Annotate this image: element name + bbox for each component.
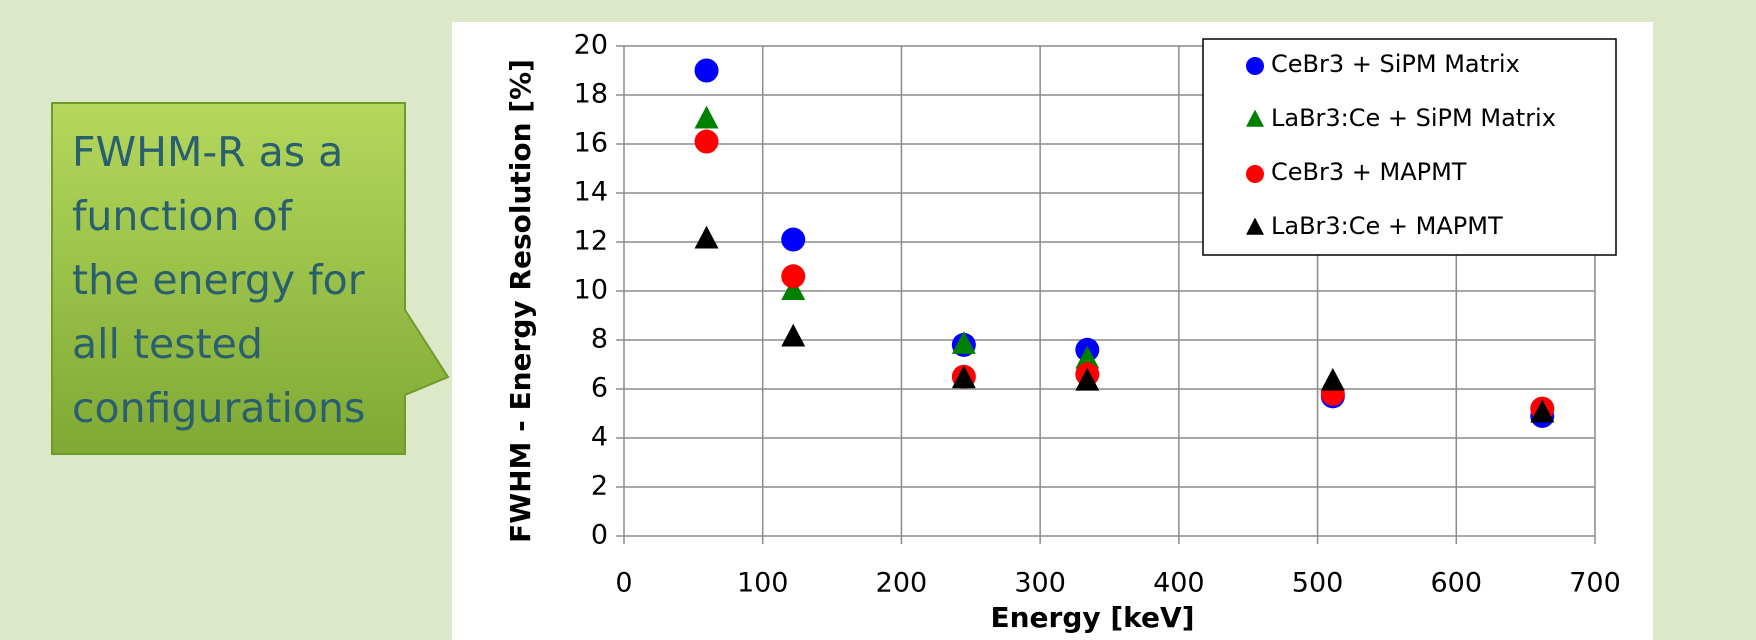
callout-line: the energy for	[72, 256, 365, 304]
callout-line: configurations	[72, 384, 365, 432]
callout-line: all tested	[72, 320, 263, 368]
callout-line: function of	[72, 192, 294, 240]
callout-shape	[51, 102, 450, 455]
legend-label: LaBr3:Ce + MAPMT	[1271, 212, 1503, 240]
x-tick-label: 400	[1153, 568, 1205, 599]
marker-circle	[1246, 57, 1264, 75]
marker-triangle	[1530, 399, 1555, 423]
y-tick-label: 10	[574, 275, 608, 306]
x-tick-label: 700	[1569, 568, 1621, 599]
marker-triangle	[694, 225, 719, 249]
y-tick-label: 4	[591, 422, 608, 453]
marker-triangle	[1246, 109, 1264, 127]
marker-triangle	[781, 277, 806, 300]
legend-label: CeBr3 + MAPMT	[1271, 158, 1467, 186]
y-tick-label: 8	[591, 324, 608, 355]
marker-circle	[781, 227, 806, 252]
marker-circle	[1246, 165, 1264, 183]
y-tick-label: 20	[574, 30, 608, 61]
y-tick-label: 2	[591, 471, 608, 502]
marker-circle	[694, 129, 719, 154]
marker-circle	[694, 58, 719, 83]
y-tick-label: 14	[574, 177, 608, 208]
x-tick-label: 500	[1292, 568, 1344, 599]
y-tick-label: 6	[591, 373, 608, 404]
x-tick-label: 600	[1431, 568, 1483, 599]
marker-triangle	[781, 323, 806, 347]
legend-label: LaBr3:Ce + SiPM Matrix	[1271, 104, 1556, 132]
y-tick-label: 18	[574, 79, 608, 110]
y-tick-label: 0	[591, 520, 608, 551]
marker-circle	[781, 264, 806, 289]
marker-triangle	[1246, 217, 1264, 235]
x-axis-title: Energy [keV]	[990, 601, 1194, 634]
x-tick-label: 0	[615, 568, 632, 599]
callout-line: FWHM-R as a	[72, 128, 343, 176]
marker-triangle	[1075, 367, 1100, 391]
y-tick-label: 16	[574, 128, 608, 159]
x-tick-label: 100	[737, 568, 789, 599]
x-tick-label: 300	[1014, 568, 1066, 599]
marker-triangle	[1320, 367, 1345, 391]
legend-label: CeBr3 + SiPM Matrix	[1271, 50, 1520, 78]
marker-triangle	[951, 365, 976, 389]
marker-triangle	[951, 331, 976, 354]
marker-triangle	[694, 105, 719, 129]
legend-box	[1202, 38, 1617, 256]
y-axis-title: FWHM - Energy Resolution [%]	[504, 59, 537, 543]
x-tick-label: 200	[876, 568, 928, 599]
marker-triangle	[1075, 345, 1100, 369]
callout: FWHM-R as a function of the energy for all …	[72, 128, 365, 432]
y-tick-label: 12	[574, 226, 608, 257]
